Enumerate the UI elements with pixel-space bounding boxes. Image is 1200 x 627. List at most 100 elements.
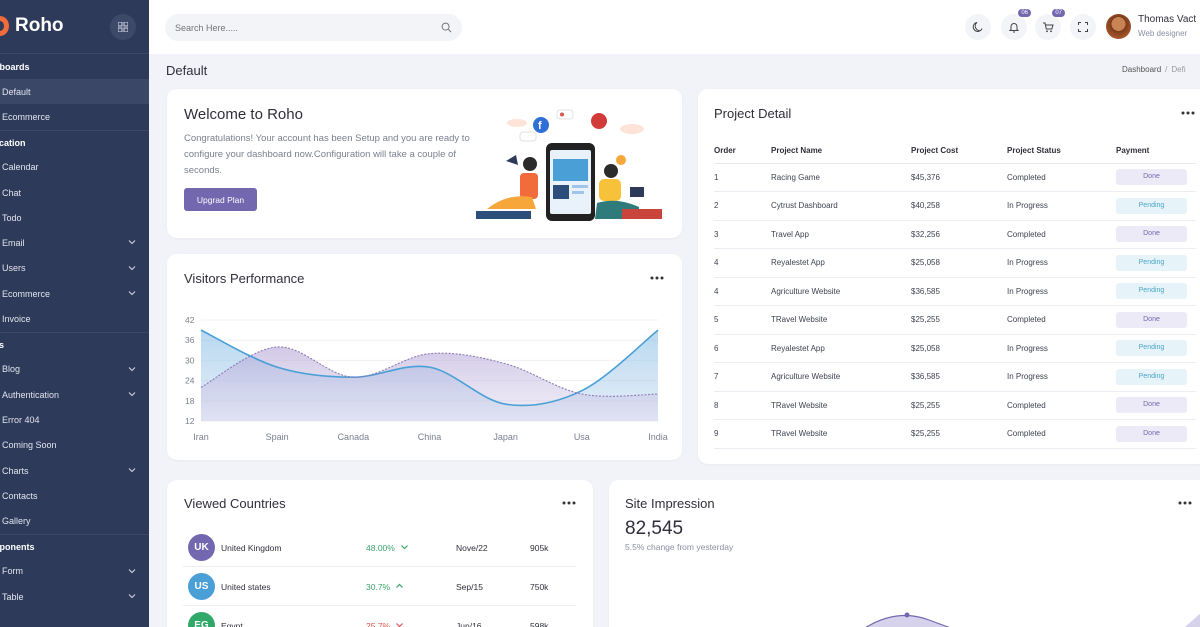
table-row[interactable]: 8 TRavel Website $25,255 Completed Done (714, 391, 1196, 420)
fullscreen-button[interactable] (1070, 14, 1096, 40)
visitors-card: Visitors Performance 42 36 30 24 18 12 Iran Spa… (167, 254, 682, 460)
table-cell: Agriculture Website (771, 277, 911, 306)
table-cell: $36,585 (911, 277, 1007, 306)
table-row[interactable]: 7 Agriculture Website $36,585 In Progress Pe… (714, 362, 1196, 392)
sidebar-item-coming-soon[interactable]: Coming Soon (0, 433, 149, 458)
series-line (200, 346, 659, 397)
payment-status-badge: Pending (1116, 340, 1187, 357)
sidebar-item-table[interactable]: Table (0, 584, 149, 609)
roho-logo-icon (0, 16, 9, 36)
table-cell: $25,058 (911, 248, 1007, 278)
column-header[interactable]: Payment (1116, 138, 1196, 164)
more-options-icon[interactable] (650, 276, 664, 280)
table-cell: In Progress (1007, 362, 1116, 392)
sidebar-item-users[interactable]: Users (0, 256, 149, 281)
sidebar-item-default[interactable]: Default (0, 79, 149, 105)
table-cell: Completed (1007, 305, 1116, 335)
table-cell: TRavel Website (771, 419, 911, 449)
search-icon[interactable] (441, 22, 452, 33)
user-name[interactable]: Thomas Vact (1138, 14, 1197, 25)
search-input[interactable] (165, 14, 415, 41)
notifications-button[interactable]: 06 (1001, 9, 1031, 40)
chevron-down-icon (128, 291, 136, 296)
table-row[interactable]: 5 TRavel Website $25,255 Completed Done (714, 305, 1196, 335)
sidebar-item-label: Users (2, 263, 26, 274)
table-row[interactable]: 2 Cytrust Dashboard $40,258 In Progress Pend… (714, 191, 1196, 221)
sidebar-item-label: Contacts (2, 490, 38, 501)
x-tick-label: Japan (493, 432, 518, 442)
sidebar-item-label: Charts (2, 465, 29, 476)
x-tick-label: Spain (266, 432, 289, 442)
series-area (201, 346, 658, 421)
list-item[interactable]: EG Egypt 25.7% Jun/16 598k (183, 607, 576, 627)
sidebar-item-form[interactable]: Form (0, 559, 149, 584)
country-name: Egypt (221, 621, 243, 627)
column-header[interactable]: Project Status (1007, 138, 1116, 164)
sidebar-item-calendar[interactable]: Calendar (0, 155, 149, 180)
list-item[interactable]: UK United Kingdom 48.00% Nove/22 905k (183, 529, 576, 567)
notifications-badge: 06 (1018, 9, 1031, 17)
welcome-text: Congratulations! Your account has been S… (184, 133, 470, 176)
sidebar-item-contacts[interactable]: Contacts (0, 483, 149, 508)
table-cell: Reyalestet App (771, 334, 911, 363)
sidebar-item-authentication[interactable]: Authentication (0, 382, 149, 407)
y-tick-label: 42 (185, 315, 195, 325)
country-date: Sep/15 (456, 582, 483, 592)
country-code-avatar: US (188, 573, 215, 600)
table-cell: Reyalestet App (771, 248, 911, 278)
table-row[interactable]: 4 Reyalestet App $25,058 In Progress Pending (714, 248, 1196, 278)
list-item[interactable]: US United states 30.7% Sep/15 750k (183, 568, 576, 606)
sidebar-item-gallery[interactable]: Gallery (0, 508, 149, 533)
country-date: Jun/16 (456, 621, 482, 627)
chevron-down-icon (396, 623, 404, 627)
table-row[interactable]: 9 TRavel Website $25,255 Completed Done (714, 419, 1196, 449)
impression-more-icon[interactable] (1178, 501, 1192, 505)
sidebar-nav: hboards Default Ecommerce lication Calendar C… (0, 54, 149, 609)
theme-toggle-button[interactable] (965, 14, 991, 40)
fullscreen-icon (1078, 22, 1088, 32)
countries-more-icon[interactable] (562, 501, 576, 505)
table-cell: Agriculture Website (771, 362, 911, 392)
sidebar-item-chat[interactable]: Chat (0, 180, 149, 205)
table-cell: 2 (714, 191, 771, 221)
column-header[interactable]: Project Cost (911, 138, 1007, 164)
sidebar-item-blog[interactable]: Blog (0, 357, 149, 382)
table-cell: Completed (1007, 163, 1116, 192)
table-cell: $25,255 (911, 391, 1007, 420)
x-tick-label: Iran (193, 432, 209, 442)
column-header[interactable]: Project Name (771, 138, 911, 164)
sidebar-item-todo[interactable]: Todo (0, 205, 149, 230)
avatar[interactable] (1106, 14, 1131, 39)
nav-section-heading: nponents (0, 533, 149, 559)
table-cell: 4 (714, 277, 771, 306)
countries-title: Viewed Countries (184, 496, 286, 511)
project-more-icon[interactable] (1181, 111, 1195, 115)
sidebar-item-ecommerce[interactable]: Ecommerce (0, 104, 149, 129)
sidebar-item-ecommerce[interactable]: Ecommerce (0, 281, 149, 306)
table-cell: Done (1116, 419, 1196, 449)
nav-section-heading: es (0, 331, 149, 357)
table-row[interactable]: 6 Reyalestet App $25,058 In Progress Pending (714, 334, 1196, 363)
table-cell: $36,585 (911, 362, 1007, 392)
breadcrumb-root[interactable]: Dashboard (1122, 65, 1162, 74)
table-row[interactable]: 3 Travel App $32,256 Completed Done (714, 220, 1196, 249)
cart-button[interactable]: 07 (1035, 9, 1065, 40)
sidebar-item-invoice[interactable]: Invoice (0, 306, 149, 331)
column-header[interactable]: Order (714, 138, 771, 164)
search-box (165, 14, 462, 41)
table-row[interactable]: 4 Agriculture Website $36,585 In Progress Pe… (714, 277, 1196, 306)
chevron-down-icon (128, 467, 136, 473)
sidebar-item-email[interactable]: Email (0, 230, 149, 255)
table-row[interactable]: 1 Racing Game $45,376 Completed Done (714, 163, 1196, 192)
table-cell: 1 (714, 163, 771, 192)
y-tick-label: 18 (185, 396, 195, 406)
upgrade-plan-button[interactable]: Upgrad Plan (184, 188, 257, 211)
chevron-down-icon (128, 240, 136, 245)
sidebar-item-error-404[interactable]: Error 404 (0, 407, 149, 432)
sidebar-item-charts[interactable]: Charts (0, 458, 149, 483)
country-name: United states (221, 582, 271, 592)
percent-value: 48.00% (366, 543, 395, 553)
y-tick-label: 12 (185, 416, 195, 426)
payment-status-badge: Done (1116, 226, 1187, 243)
grid-menu-button[interactable] (110, 14, 136, 40)
